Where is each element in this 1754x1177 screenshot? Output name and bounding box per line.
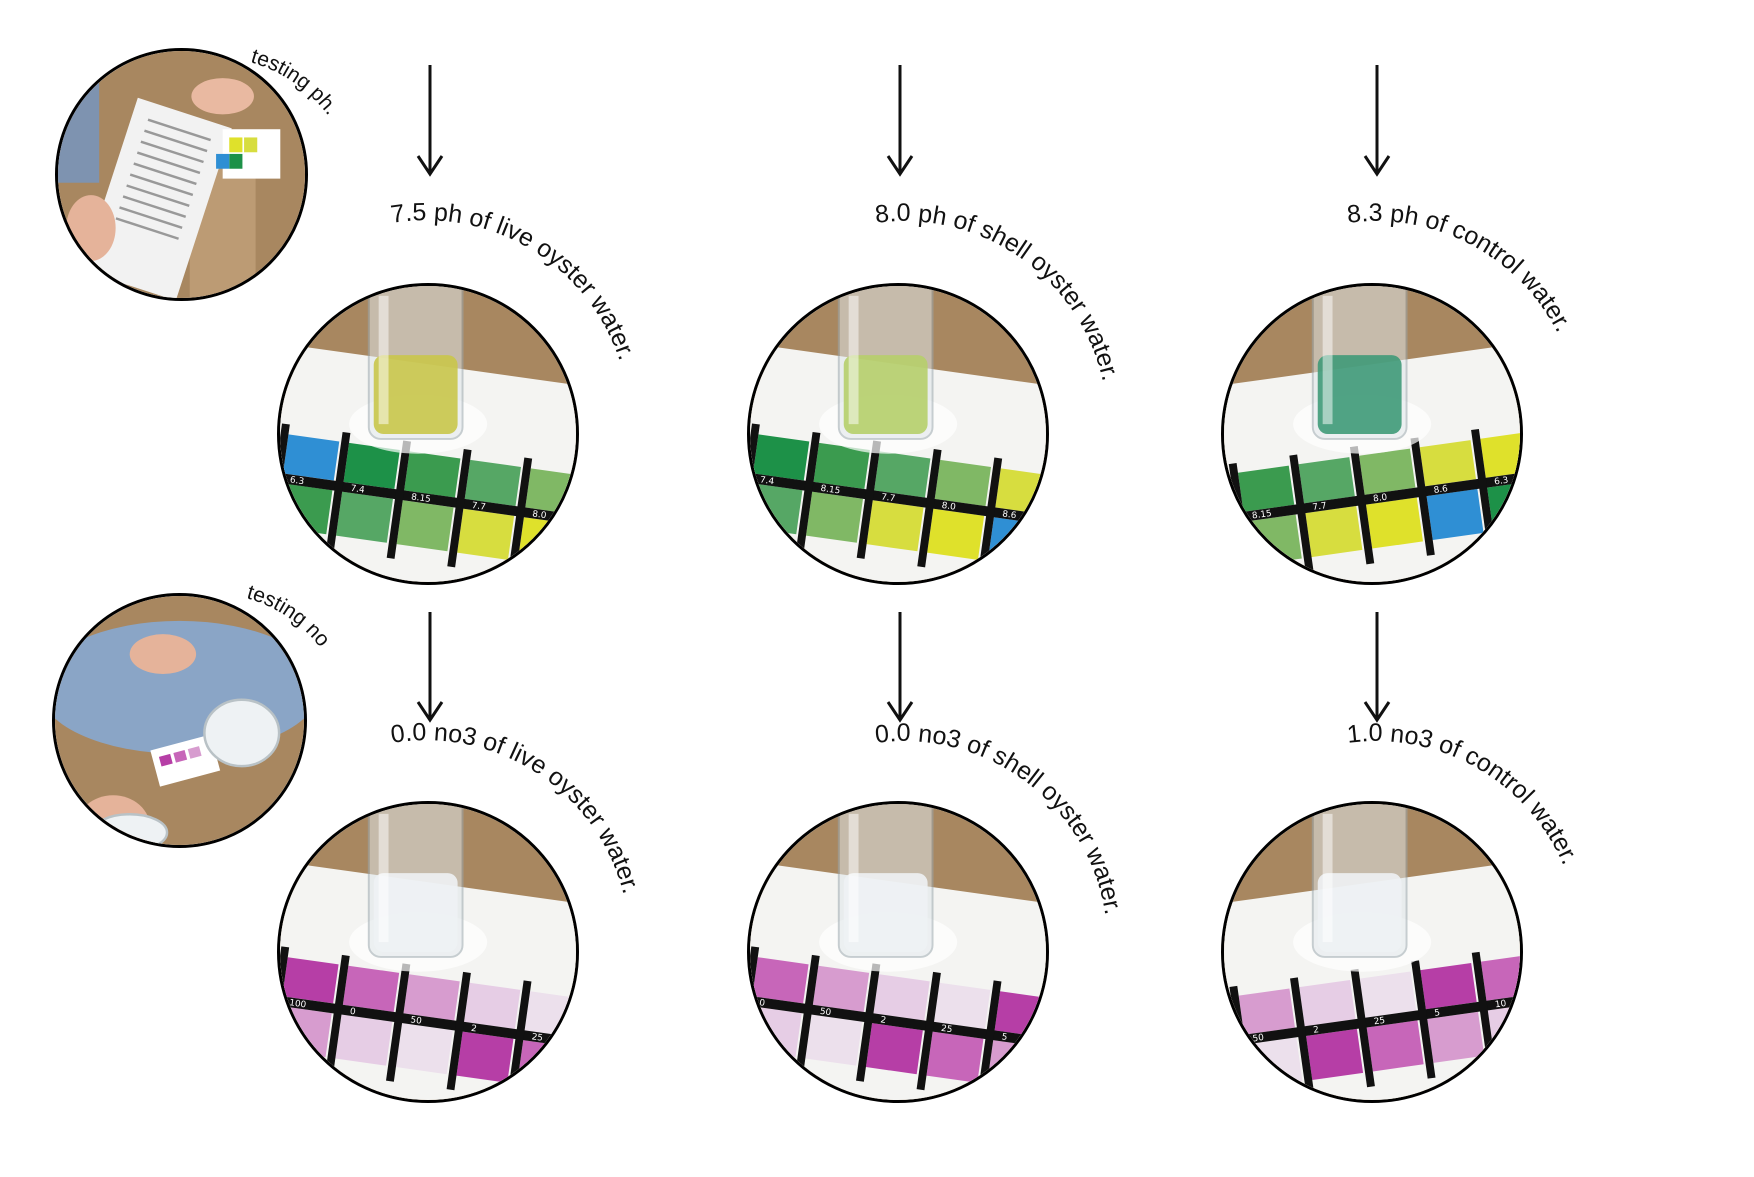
svg-text:6.3: 6.3	[289, 475, 304, 487]
result-illustration: 8.15 7.7 8.0 8.6 6.3	[1224, 286, 1520, 582]
result-illustration: 6.3 7.4 8.15 7.7 8.0	[280, 286, 576, 582]
result-illustration: 50 2 25 5 10	[1224, 804, 1520, 1100]
svg-text:2: 2	[1313, 1025, 1320, 1036]
result-photo-no3-live: 100 0 50 2 25	[277, 801, 579, 1103]
result-caption-ph-shell: 8.0 ph of shell oyster water.	[874, 199, 1125, 383]
arrow-no3-shell	[886, 612, 914, 723]
svg-text:8.15: 8.15	[410, 492, 431, 505]
svg-text:8.6: 8.6	[1433, 484, 1449, 496]
svg-text:100: 100	[289, 998, 308, 1010]
svg-text:50: 50	[1252, 1033, 1265, 1045]
result-photo-ph-shell: 7.4 8.15 7.7 8.0 8.6	[747, 283, 1049, 585]
svg-text:7.7: 7.7	[880, 492, 895, 504]
svg-text:50: 50	[410, 1015, 423, 1027]
svg-text:5: 5	[1001, 1032, 1008, 1043]
step-illustration	[58, 51, 305, 298]
arrow-no3-control	[1363, 612, 1391, 723]
result-illustration: 100 0 50 2 25	[280, 804, 576, 1100]
arrow-ph-shell	[886, 65, 914, 177]
svg-text:5: 5	[1434, 1008, 1441, 1019]
svg-text:8.15: 8.15	[1251, 509, 1272, 522]
arrow-ph-control	[1363, 65, 1391, 177]
step-label-no3: testing no3.	[0, 0, 334, 651]
step-illustration	[55, 596, 304, 845]
arrow-no3-live	[416, 612, 444, 723]
arrow-ph-live	[416, 65, 444, 177]
result-photo-ph-control: 8.15 7.7 8.0 8.6 6.3	[1221, 283, 1523, 585]
result-illustration: 7.4 8.15 7.7 8.0 8.6	[750, 286, 1046, 582]
svg-text:0: 0	[759, 998, 766, 1009]
svg-text:7.4: 7.4	[350, 484, 366, 496]
result-caption-no3-live: 0.0 no3 of live oyster water.	[389, 718, 645, 897]
result-illustration: 0 50 2 25 5	[750, 804, 1046, 1100]
svg-text:7.7: 7.7	[1312, 501, 1327, 513]
svg-text:25: 25	[940, 1024, 953, 1035]
result-caption-ph-live: 7.5 ph of live oyster water.	[389, 198, 641, 363]
svg-text:25: 25	[1373, 1016, 1386, 1027]
svg-text:8.0: 8.0	[532, 509, 548, 521]
result-photo-no3-control: 50 2 25 5 10	[1221, 801, 1523, 1103]
photo-testing-no3	[52, 593, 307, 848]
result-caption-no3-control: 1.0 no3 of control water.	[1346, 719, 1584, 868]
svg-text:8.15: 8.15	[820, 484, 841, 497]
svg-text:7.4: 7.4	[759, 475, 775, 487]
photo-testing-ph	[55, 48, 308, 301]
result-photo-no3-shell: 0 50 2 25 5	[747, 801, 1049, 1103]
result-caption-ph-control: 8.3 ph of control water.	[1346, 199, 1578, 336]
svg-text:2: 2	[470, 1024, 477, 1035]
step-label-ph: testing ph.	[249, 45, 343, 119]
svg-text:0: 0	[349, 1007, 356, 1018]
result-caption-no3-shell: 0.0 no3 of shell oyster water.	[874, 719, 1128, 917]
svg-text:50: 50	[819, 1007, 832, 1019]
svg-text:25: 25	[531, 1032, 544, 1043]
svg-text:8.6: 8.6	[1002, 509, 1018, 521]
svg-text:8.0: 8.0	[1373, 493, 1389, 505]
svg-text:6.3: 6.3	[1494, 476, 1509, 488]
svg-text:7.7: 7.7	[471, 501, 486, 513]
svg-text:8.0: 8.0	[941, 501, 957, 513]
result-photo-ph-live: 6.3 7.4 8.15 7.7 8.0	[277, 283, 579, 585]
svg-text:10: 10	[1494, 999, 1507, 1011]
svg-text:2: 2	[880, 1015, 887, 1026]
